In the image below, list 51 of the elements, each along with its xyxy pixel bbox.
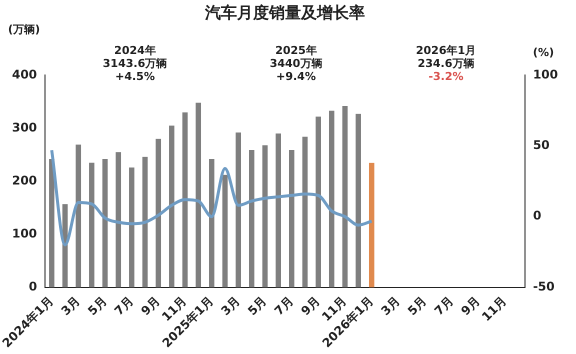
y2-tick-label: 100 [532, 67, 558, 82]
bar [49, 158, 54, 288]
x-tick-label: 3月 [58, 294, 83, 318]
bar [236, 132, 242, 288]
bar [142, 156, 148, 288]
bar [209, 158, 214, 288]
y2-tick-label: 50 [532, 138, 550, 152]
x-tick-label: 9月 [138, 294, 163, 318]
y-tick-label: 200 [12, 173, 38, 188]
bar [328, 110, 334, 288]
y-axis-title: (万辆) [8, 22, 40, 37]
bar [289, 150, 294, 288]
line-series [50, 148, 374, 246]
bar [276, 134, 281, 288]
bar [129, 167, 134, 288]
bar [249, 150, 254, 288]
x-tick-label: 3月 [218, 294, 243, 318]
annotation: 2026年1月 234.6万辆 -3.2% [416, 44, 476, 83]
x-tick-label: 9月 [298, 294, 323, 318]
bar [182, 112, 188, 288]
y2-axis-title: (%) [532, 46, 554, 59]
chart-title: 汽车月度销量及增长率 [204, 2, 365, 22]
bar [342, 106, 348, 288]
x-tick-label: 7月 [112, 294, 136, 318]
bar [156, 138, 162, 288]
bar [302, 136, 308, 288]
bar [368, 162, 374, 288]
bar [262, 145, 268, 288]
x-tick-label: 5月 [245, 294, 270, 318]
x-tick-label: 7月 [272, 294, 296, 318]
y-tick-label: 300 [12, 120, 38, 134]
y-tick-label: 0 [28, 279, 38, 294]
bar [102, 158, 108, 288]
annotation: 2025年 3440万辆 +9.4% [270, 44, 322, 83]
bar [196, 102, 202, 288]
y2-tick-label: -50 [532, 279, 555, 294]
x-tick-label: 5月 [405, 294, 430, 318]
x-tick-label: 3月 [378, 294, 403, 318]
bar [222, 174, 228, 288]
y-tick-label: 400 [12, 67, 38, 82]
y2-tick-label: 0 [532, 208, 542, 223]
bar [76, 144, 82, 288]
bar [116, 152, 122, 288]
x-tick-label: 5月 [85, 294, 110, 318]
x-tick-label: 7月 [432, 294, 456, 318]
bar [169, 126, 174, 288]
annotation: 2024年 3143.6万辆 +4.5% [102, 44, 168, 83]
y-tick-label: 100 [12, 226, 38, 240]
bar [89, 162, 94, 288]
bar [316, 116, 321, 288]
bar [356, 114, 361, 288]
